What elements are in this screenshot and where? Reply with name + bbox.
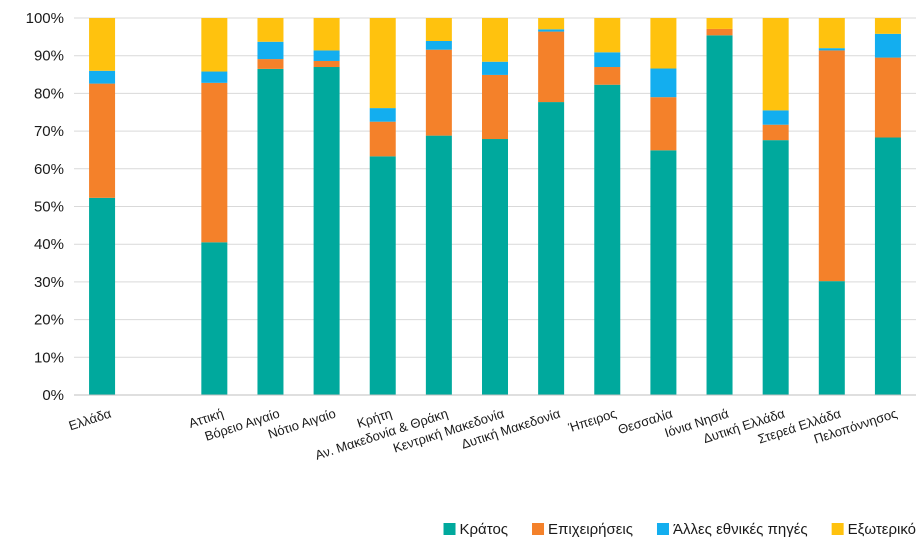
bar-segment — [425, 18, 452, 41]
x-tick-label: Ήπειρος — [566, 406, 619, 436]
y-tick-label: 40% — [34, 236, 64, 253]
y-tick-label: 90% — [34, 48, 64, 65]
legend-item: Εξωτερικό — [831, 521, 916, 538]
y-tick-label: 60% — [34, 161, 64, 178]
legend-item: Κράτος — [443, 521, 509, 538]
bar-segment — [874, 33, 901, 58]
bar-segment — [257, 59, 284, 69]
bars — [89, 18, 901, 396]
bar-segment — [538, 102, 565, 396]
y-tick-label: 10% — [34, 349, 64, 366]
bar-segment — [650, 18, 677, 69]
y-tick-label: 100% — [26, 10, 64, 27]
bar-segment — [369, 156, 396, 395]
bar-segment — [257, 68, 284, 396]
legend-item: Επιχειρήσεις — [532, 521, 633, 538]
legend-label: Άλλες εθνικές πηγές — [673, 521, 808, 538]
y-tick-label: 80% — [34, 85, 64, 102]
bar-segment — [594, 84, 621, 395]
bar-segment — [313, 67, 340, 395]
bar-segment — [257, 18, 284, 42]
bar-segment — [257, 41, 284, 60]
bar-segment — [874, 18, 901, 34]
bar-segment — [594, 18, 621, 53]
bar-segment — [818, 50, 845, 282]
bar-segment — [313, 18, 340, 51]
bar-segment — [650, 68, 677, 98]
bar-segment — [89, 83, 116, 198]
y-tick-label: 70% — [34, 123, 64, 140]
y-tick-label: 20% — [34, 312, 64, 329]
legend-item: Άλλες εθνικές πηγές — [656, 521, 808, 538]
legend-label: Επιχειρήσεις — [548, 521, 633, 538]
bar-segment — [762, 110, 789, 125]
bar-segment — [762, 124, 789, 141]
legend-label: Κράτος — [460, 521, 509, 538]
bar-segment — [313, 60, 340, 68]
bar-segment — [650, 97, 677, 151]
bar-segment — [594, 52, 621, 68]
bar-segment — [425, 135, 452, 395]
bar-segment — [201, 71, 228, 83]
y-tick-label: 0% — [42, 387, 64, 404]
bar-segment — [762, 140, 789, 395]
bar-segment — [425, 40, 452, 50]
y-tick-label: 30% — [34, 274, 64, 291]
legend-swatch — [831, 523, 844, 535]
bar-segment — [818, 281, 845, 395]
bar-segment — [538, 29, 565, 32]
bar-segment — [369, 18, 396, 109]
bar-segment — [201, 18, 228, 72]
bar-segment — [818, 48, 845, 51]
bar-segment — [369, 108, 396, 122]
bar-segment — [874, 57, 901, 138]
x-tick-label: Ελλάδα — [67, 405, 114, 433]
y-tick-label: 50% — [34, 199, 64, 216]
bar-segment — [706, 28, 733, 36]
bar-segment — [482, 61, 508, 75]
bar-segment — [89, 197, 116, 395]
bar-segment — [650, 150, 677, 395]
bar-segment — [89, 18, 116, 71]
bar-segment — [482, 18, 508, 62]
bar-segment — [706, 18, 733, 29]
bar-segment — [762, 18, 789, 111]
bar-segment — [706, 35, 733, 395]
bar-segment — [538, 18, 565, 30]
legend: Κράτος Επιχειρήσεις Άλλες εθνικές πηγές Εξω… — [443, 521, 916, 538]
bar-segment — [201, 82, 228, 243]
bar-segment — [594, 67, 621, 85]
bar-segment — [538, 31, 565, 103]
bar-segment — [874, 137, 901, 395]
legend-label: Εξωτερικό — [848, 521, 916, 538]
bar-segment — [482, 74, 508, 140]
y-axis: 0% 10% 20% 30% 40% 50% 60% 70% 80% 90% 100% — [26, 10, 64, 404]
bar-segment — [201, 242, 228, 395]
bar-segment — [425, 49, 452, 136]
legend-swatch — [443, 523, 456, 535]
bar-segment — [369, 121, 396, 157]
bar-segment — [89, 70, 116, 84]
bar-segment — [482, 139, 508, 395]
bar-segment — [818, 18, 845, 49]
bar-segment — [313, 50, 340, 61]
legend-swatch — [532, 523, 545, 535]
legend-swatch — [656, 523, 669, 535]
